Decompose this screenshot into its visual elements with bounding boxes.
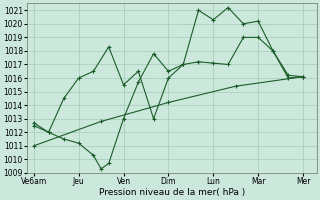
X-axis label: Pression niveau de la mer( hPa ): Pression niveau de la mer( hPa ) bbox=[99, 188, 245, 197]
